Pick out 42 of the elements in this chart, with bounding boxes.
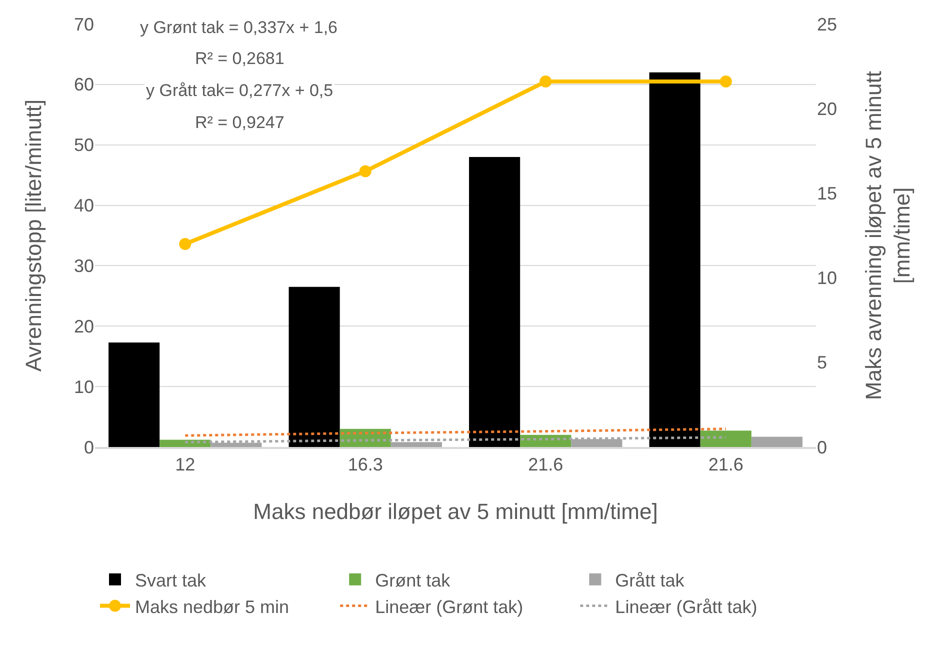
x-tick-label: 12 [175,454,196,475]
x-tick-label: 21.6 [708,454,744,475]
y2-tick-label: 25 [817,14,838,34]
annotation: y Grønt tak = 0,337x + 1,6 [140,18,338,37]
bar [288,286,340,447]
y-tick-label: 10 [74,376,94,397]
bar [751,436,802,447]
legend-label: Grått tak [615,570,686,590]
point [179,238,192,250]
point [720,76,732,88]
y-tick-label: 0 [84,437,94,458]
bar [108,342,160,447]
y-tick-label: 50 [74,135,94,156]
y-axis-title: Avrenningstopp [liter/minutt] [21,99,46,372]
point [540,76,552,88]
y-tick-label: 30 [74,256,94,276]
y2-tick-label: 15 [817,184,838,204]
line-series [184,428,728,437]
y2-tick-label: 10 [817,268,838,288]
y-tick-label: 60 [74,74,94,95]
legend-label: Maks nedbør 5 min [135,596,290,617]
legend-label: Svart tak [135,570,208,590]
legend-label: Grønt tak [375,570,452,590]
y-tick-label: 20 [74,316,94,336]
y2-tick-label: 0 [817,437,828,458]
annotation: R² = 0,9247 [195,113,284,132]
point [359,165,372,178]
y-tick-label: 70 [74,14,94,34]
y-tick-label: 40 [74,196,94,216]
x-tick-label: 21.6 [528,454,564,475]
bar [700,430,752,447]
legend-label: Lineær (Grått tak) [615,596,758,617]
annotation: y Grått tak= 0,277x + 0,5 [146,81,334,100]
x-axis-title: Maks nedbør iløpet av 5 minutt [mm/time] [253,499,658,524]
y2-tick-label: 20 [817,98,838,119]
bar [649,72,700,447]
x-tick-label: 16.3 [348,454,383,475]
legend-label: Lineær (Grønt tak) [375,596,524,617]
annotation: R² = 0,2681 [195,49,284,68]
y2-axis-title: Maks avrenning iløpet av 5 minutt [mm/time] [861,71,915,400]
y2-tick-label: 5 [817,352,828,373]
bar [469,156,520,447]
